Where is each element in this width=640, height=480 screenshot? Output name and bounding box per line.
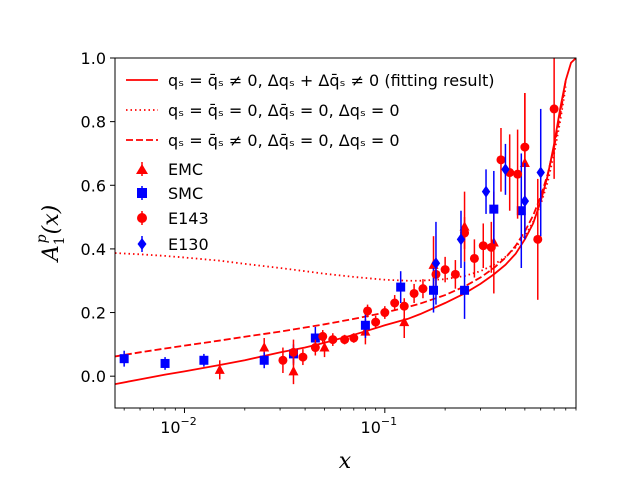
y-tick-label: 0.6 [81,176,106,195]
point-e143 [340,335,350,345]
point-smc [396,282,406,292]
y-tick-label: 0.8 [81,113,106,132]
x-tick-label: 10−1 [361,415,398,437]
curve-dashed [115,80,567,358]
point-e143 [469,253,479,263]
y-tick-label: 0.4 [81,240,106,259]
point-emc [399,316,410,327]
point-e143 [478,241,488,251]
legend-label-fitting-result: qₛ = q̄ₛ ≠ 0, Δqₛ + Δq̄ₛ ≠ 0 (fitting re… [168,71,495,90]
series-e143 [278,58,559,373]
point-smc [489,204,499,214]
axes: 0.0 0.2 0.4 0.6 0.8 1.0 10−2 10−1 [81,49,577,437]
curve-dotted [115,86,567,282]
legend-entry-e143: E143 [137,209,209,228]
point-e143 [328,335,338,345]
point-e143 [363,306,373,316]
point-e143 [371,317,381,327]
point-emc [259,342,270,352]
point-e143 [520,142,530,152]
point-e143 [418,284,428,294]
series-e130 [431,108,545,305]
point-e143 [278,355,288,365]
point-smc [259,355,269,365]
legend-label-smc: SMC [168,184,203,203]
legend-e143-circle-icon [137,213,147,223]
plot-area [115,58,576,408]
point-emc [214,364,225,374]
point-smc [460,285,470,295]
point-e143 [390,298,400,308]
point-e143 [399,301,409,311]
point-emc [288,365,299,376]
y-axis-label-paren: (x) [39,205,64,235]
point-smc [119,354,129,364]
y-axis-label-text: A1p(x) [34,205,68,263]
legend-label-e143: E143 [168,209,209,228]
point-e143 [549,104,559,114]
point-e143 [310,343,320,353]
point-e143 [318,331,328,341]
point-e143 [440,265,450,275]
legend-smc-square-icon [137,188,147,198]
legend-entry-e130: E130 [137,235,209,254]
legend-e130-diamond-icon [137,238,147,250]
legend-entry-fitting-result: qₛ = q̄ₛ ≠ 0, Δqₛ + Δq̄ₛ ≠ 0 (fitting re… [126,71,495,90]
point-e143 [486,242,496,252]
point-e143 [533,234,543,244]
point-e130 [456,233,466,246]
y-tick-label: 0.0 [81,367,106,386]
point-smc [310,333,320,343]
point-e130 [536,166,545,179]
y-tick-label: 0.2 [81,304,106,323]
point-e143 [380,308,390,318]
point-e143 [349,333,359,343]
legend-label-e130: E130 [168,235,209,254]
y-axis-label-main: A [39,245,64,263]
x-axis-label: x [339,449,352,474]
y-axis-label-sup: p [34,234,50,243]
legend-emc-triangle-icon [136,164,148,174]
point-smc [199,355,209,365]
point-e130 [431,257,441,270]
plot-frame [114,57,577,409]
x-tick-label: 10−2 [160,415,197,437]
point-e130 [481,185,491,198]
legend-label-no-strange: qₛ = q̄ₛ = 0, Δq̄ₛ = 0, Δqₛ = 0 [168,101,400,120]
legend-entry-no-strange: qₛ = q̄ₛ = 0, Δq̄ₛ = 0, Δqₛ = 0 [126,101,400,120]
point-e143 [409,288,419,298]
legend-entry-smc: SMC [137,184,203,203]
legend-label-emc: EMC [168,160,203,179]
legend-entry-emc: EMC [136,160,203,179]
point-smc [160,358,170,368]
model-curves [115,58,576,386]
data-points [119,58,559,385]
point-smc [516,206,526,216]
legend: qₛ = q̄ₛ ≠ 0, Δqₛ + Δq̄ₛ ≠ 0 (fitting re… [126,71,495,254]
point-e143 [298,352,308,362]
legend-label-unpolarized-strange: qₛ = q̄ₛ ≠ 0, Δq̄ₛ = 0, Δqₛ = 0 [168,131,400,150]
point-e130 [520,195,530,208]
y-axis-label: A1p(x) [34,205,68,263]
point-smc [429,285,439,295]
point-e143 [513,169,523,179]
point-emc [319,342,330,352]
point-e143 [496,155,506,165]
point-e130 [501,163,510,176]
point-smc [360,320,370,330]
point-e143 [288,347,298,357]
y-tick-label: 1.0 [81,49,106,68]
y-axis-label-sub: 1 [52,236,68,245]
legend-entry-unpolarized-strange: qₛ = q̄ₛ ≠ 0, Δq̄ₛ = 0, Δqₛ = 0 [126,131,400,150]
point-e143 [450,269,460,279]
